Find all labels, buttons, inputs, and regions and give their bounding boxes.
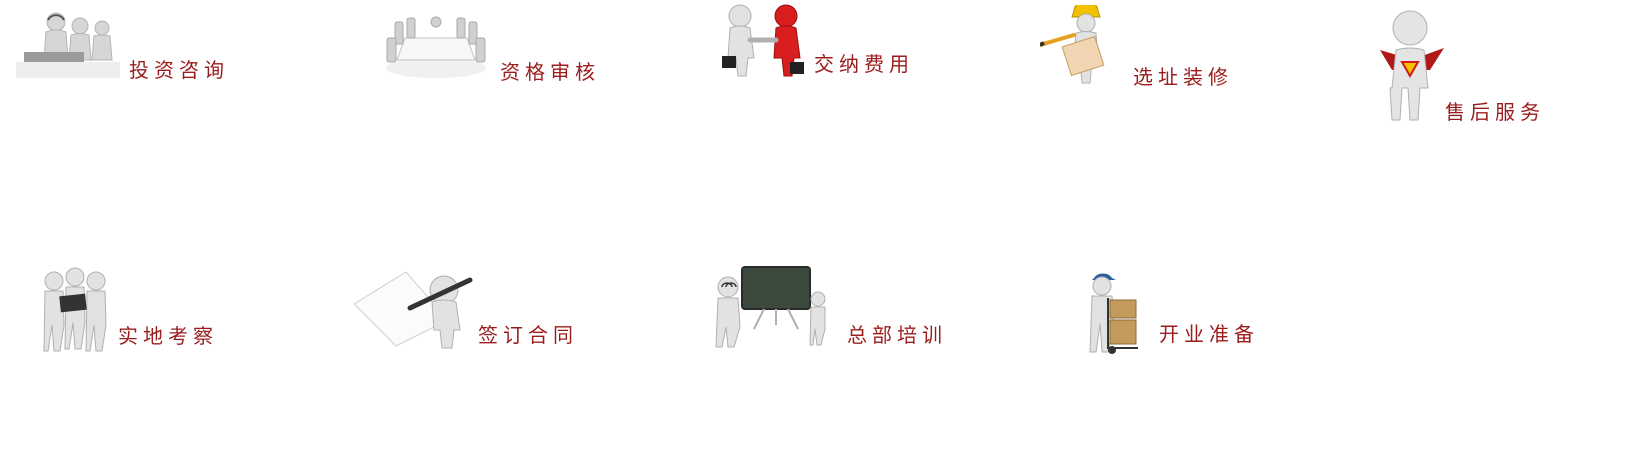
step-pay-fees[interactable]: 交纳费用 xyxy=(720,2,950,82)
step-label: 总部培训 xyxy=(847,323,947,347)
call-center-icon xyxy=(16,8,120,80)
group-reading-icon xyxy=(40,265,110,353)
step-investment-consulting[interactable]: 投资咨询 xyxy=(16,8,246,88)
step-label: 签订合同 xyxy=(478,323,578,347)
step-qualification-review[interactable]: 资格审核 xyxy=(383,8,613,88)
step-label: 售后服务 xyxy=(1445,100,1545,124)
step-label: 选址装修 xyxy=(1133,65,1233,89)
step-site-selection-decoration[interactable]: 选址装修 xyxy=(1040,5,1270,90)
blackboard-training-icon xyxy=(714,265,826,349)
sign-contract-icon xyxy=(352,268,478,350)
step-after-sales-service[interactable]: 售后服务 xyxy=(1370,8,1620,126)
meeting-table-icon xyxy=(383,8,489,82)
step-label: 开业准备 xyxy=(1159,322,1259,346)
step-sign-contract[interactable]: 签订合同 xyxy=(352,268,592,353)
handshake-icon xyxy=(720,2,810,80)
superhero-icon xyxy=(1370,8,1450,124)
step-label: 投资咨询 xyxy=(129,58,229,82)
step-site-visit[interactable]: 实地考察 xyxy=(40,265,240,357)
construction-worker-icon xyxy=(1040,5,1120,87)
step-label: 资格审核 xyxy=(500,60,600,84)
step-headquarters-training[interactable]: 总部培训 xyxy=(714,265,954,353)
step-opening-preparation[interactable]: 开业准备 xyxy=(1080,268,1280,358)
step-label: 交纳费用 xyxy=(814,52,914,76)
delivery-cart-icon xyxy=(1080,268,1144,356)
step-label: 实地考察 xyxy=(118,324,218,348)
